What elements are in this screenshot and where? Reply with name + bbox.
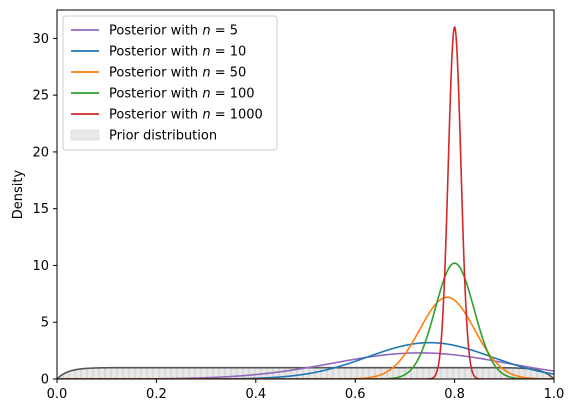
series-line-3 [57, 262, 554, 379]
axes-frame [56, 9, 555, 380]
plot-area [57, 26, 554, 379]
y-tick-label: 5 [41, 316, 49, 331]
legend-label-prior: Prior distribution [109, 129, 217, 144]
y-tick-label: 15 [32, 202, 49, 217]
legend-label-0: Posterior with n = 5 [109, 24, 238, 39]
x-tick-label: 0.2 [146, 387, 167, 402]
series-line-1 [57, 341, 554, 379]
y-tick-label: 0 [41, 373, 49, 388]
y-tick-label: 25 [32, 89, 49, 104]
x-tick-label: 0.4 [245, 387, 266, 402]
x-tick-label: 0.6 [345, 387, 366, 402]
y-tick-label: 10 [32, 259, 49, 274]
x-tick-label: 0.8 [444, 387, 465, 402]
x-tick-label: 0.0 [47, 387, 68, 402]
legend-label-2: Posterior with n = 50 [109, 66, 246, 81]
legend-label-3: Posterior with n = 100 [109, 87, 255, 102]
x-tick-label: 1.0 [544, 387, 565, 402]
series-line-4 [57, 26, 554, 379]
legend-box [62, 15, 278, 151]
series-line-2 [57, 296, 554, 379]
y-axis-label: Density [11, 169, 26, 219]
legend-swatch-prior [70, 129, 100, 141]
y-tick-label: 20 [32, 145, 49, 160]
y-tick-label: 30 [32, 32, 49, 47]
legend: Posterior with n = 5 Posterior with n = 1… [62, 15, 278, 151]
legend-label-1: Posterior with n = 10 [109, 45, 246, 60]
axes: 0.0 0.2 0.4 0.6 0.8 1.0 0 5 10 15 20 25 30 Density [11, 9, 565, 402]
legend-label-4: Posterior with n = 1000 [109, 108, 263, 123]
